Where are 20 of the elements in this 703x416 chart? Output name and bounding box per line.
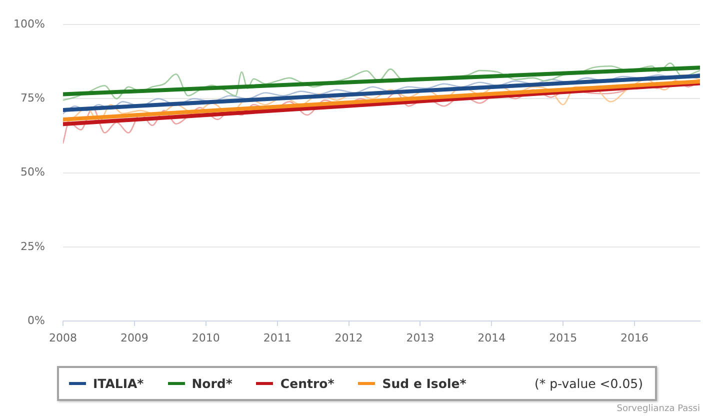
x-tick-label: 2014	[478, 331, 506, 344]
y-tick-label: 50%	[20, 166, 45, 179]
x-tick-label: 2013	[406, 331, 434, 344]
x-tick-label: 2011	[263, 331, 292, 344]
y-tick-label: 0%	[28, 314, 45, 327]
y-tick-label: 100%	[14, 17, 45, 30]
x-tick-label: 2012	[334, 331, 363, 344]
text: (* p-value <0.05)	[534, 376, 643, 391]
y-tick-label: 25%	[20, 240, 45, 253]
legend-label: Nord*	[192, 376, 232, 391]
text: Sorveglianza Passi	[616, 404, 700, 414]
legend-label: Centro*	[280, 376, 334, 391]
y-tick-label: 75%	[20, 92, 45, 105]
legend-label: ITALIA*	[93, 376, 144, 391]
x-tick-label: 2008	[49, 331, 77, 344]
x-tick-label: 2016	[620, 331, 649, 344]
x-tick-label: 2010	[192, 331, 220, 344]
legend-label: Sud e Isole*	[382, 376, 466, 391]
x-tick-label: 2009	[120, 331, 148, 344]
x-tick-label: 2015	[549, 331, 578, 344]
